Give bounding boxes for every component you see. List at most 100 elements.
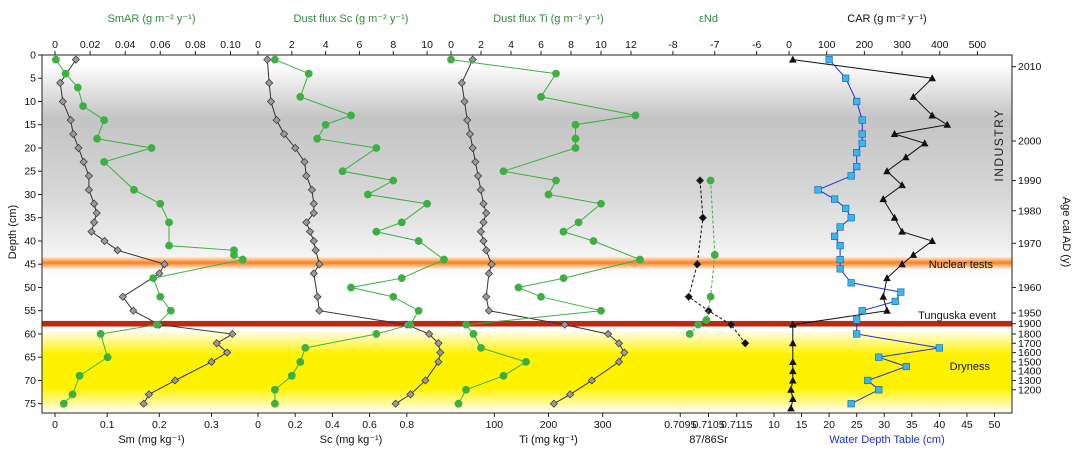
- water-table-series-point: [853, 162, 861, 171]
- sm-concentration-series-point: [87, 227, 96, 236]
- ti-concentration-series-point: [468, 55, 477, 64]
- nuclear-band: [42, 255, 1012, 270]
- ti-concentration-series-point: [487, 260, 496, 269]
- bottom-tick-label: 15: [796, 419, 808, 431]
- panel-top-title: Dust flux Ti (g m⁻² y⁻¹): [493, 13, 604, 25]
- ti-concentration-series-point: [460, 97, 469, 106]
- bottom-tick-label: 0.7115: [721, 419, 752, 431]
- ti-flux-series-point: [574, 218, 583, 227]
- sm-flux-series: [51, 55, 247, 408]
- top-tick-label: 300: [893, 39, 911, 51]
- bottom-tick-label: 25: [851, 419, 863, 431]
- ti-flux-series-point: [514, 283, 523, 292]
- background-bands: [42, 64, 1012, 413]
- ti-flux-series-point: [537, 92, 545, 101]
- sr-series-point: [741, 339, 750, 348]
- ti-flux-series-point: [597, 306, 605, 315]
- sc-concentration-series-point: [309, 199, 318, 208]
- top-tick-label: 0.04: [115, 39, 136, 51]
- panel-top-title: CAR (g m⁻² y⁻¹): [847, 13, 926, 25]
- sm-concentration-series-point: [212, 339, 221, 348]
- bottom-tick-label: 300: [594, 419, 612, 431]
- sc-flux-series-point: [271, 399, 279, 408]
- sc-concentration-series-point: [315, 260, 324, 269]
- sm-flux-series-point: [103, 353, 112, 362]
- tunguska-event-label: Tunguska event: [918, 310, 996, 322]
- age-tick-label: 1960: [1018, 282, 1042, 294]
- water-table-series-point: [836, 265, 844, 273]
- sc-concentration-series-point: [279, 129, 289, 139]
- car-series-point: [883, 167, 891, 175]
- bottom-tick-label: 0.2: [288, 419, 303, 431]
- ti-flux-series-point: [597, 199, 605, 208]
- sc-flux-series-point: [347, 111, 355, 120]
- sm-concentration-series-point: [58, 97, 67, 106]
- sc-concentration-series: [263, 55, 445, 408]
- sc-concentration-series-point: [311, 246, 320, 255]
- sm-flux-series-point: [73, 83, 82, 92]
- depth-tick-label: 35: [24, 212, 36, 224]
- ti-flux-series-point: [571, 134, 580, 143]
- top-tick-label: 500: [969, 39, 987, 51]
- depth-tick-label: 20: [24, 142, 36, 154]
- car-series-point: [928, 111, 936, 119]
- sm-concentration-series-point: [90, 199, 99, 208]
- top-tick-label: 6: [538, 39, 544, 51]
- sr-series-point: [698, 213, 707, 222]
- top-tick-label: 0.10: [220, 39, 241, 51]
- depth-tick-label: 30: [24, 189, 36, 201]
- sc-flux-series-point: [321, 120, 330, 129]
- top-tick-label: 10: [421, 39, 433, 51]
- sc-flux-series-point: [364, 190, 372, 199]
- ti-flux-series-point: [469, 330, 478, 338]
- sc-flux-series-point: [372, 330, 381, 338]
- panel-top-title: εNd: [699, 13, 718, 25]
- sc-flux-series-point: [313, 134, 322, 143]
- water-table-series-point: [825, 56, 833, 64]
- depth-tick-label: 10: [24, 96, 36, 108]
- sc-flux-series-point: [397, 218, 406, 227]
- sm-flux-series-point: [96, 330, 105, 338]
- top-tick-label: 0: [255, 39, 261, 51]
- sc-flux-series-point: [301, 344, 310, 352]
- age-tick-label: 1970: [1018, 238, 1042, 250]
- sr-series-point: [684, 292, 693, 301]
- ti-flux-series-point: [571, 120, 580, 129]
- age-tick-label: 1800: [1018, 328, 1042, 340]
- ti-concentration-series-point: [482, 246, 491, 255]
- age-tick-label: 1950: [1018, 308, 1042, 320]
- sm-flux-series-point: [166, 306, 175, 315]
- top-tick-label: 0: [786, 39, 792, 51]
- sc-concentration-series-point: [302, 171, 311, 180]
- ti-concentration-series-point: [476, 185, 485, 194]
- ti-flux-series-point: [462, 320, 470, 329]
- sm-concentration-series-point: [170, 376, 180, 385]
- car-series-point: [928, 236, 936, 244]
- car-series-point: [789, 395, 797, 403]
- top-tick-label: 4: [323, 39, 329, 51]
- depth-tick-label: 65: [24, 352, 36, 364]
- sm-concentration-series-point: [56, 78, 65, 87]
- sm-concentration-series-point: [84, 171, 94, 180]
- water-table-series-point: [842, 204, 850, 213]
- sm-flux-series-point: [75, 371, 84, 380]
- water-table-series-point: [864, 376, 872, 385]
- sc-concentration-series-point: [421, 376, 430, 385]
- top-tick-label: -7: [710, 39, 719, 51]
- age-tick-label: 2000: [1018, 136, 1042, 148]
- sc-concentration-series-point: [436, 348, 445, 357]
- sc-flux-series: [271, 55, 448, 408]
- sc-flux-series-point: [338, 167, 347, 176]
- water-table-series-point: [858, 307, 866, 315]
- sc-concentration-series-point: [307, 185, 317, 194]
- ti-concentration-series-point: [484, 269, 494, 278]
- nuclear-tests-label: Nuclear tests: [929, 259, 994, 271]
- sr-series: [684, 176, 750, 348]
- ti-concentration-series: [457, 55, 629, 408]
- depth-tick-label: 45: [24, 259, 36, 271]
- dryness-label: Dryness: [950, 361, 991, 373]
- water-table-series-point: [902, 362, 910, 371]
- water-table-series-point: [891, 297, 899, 306]
- ti-concentration-series-point: [479, 218, 488, 227]
- ti-flux-series-point: [571, 144, 580, 152]
